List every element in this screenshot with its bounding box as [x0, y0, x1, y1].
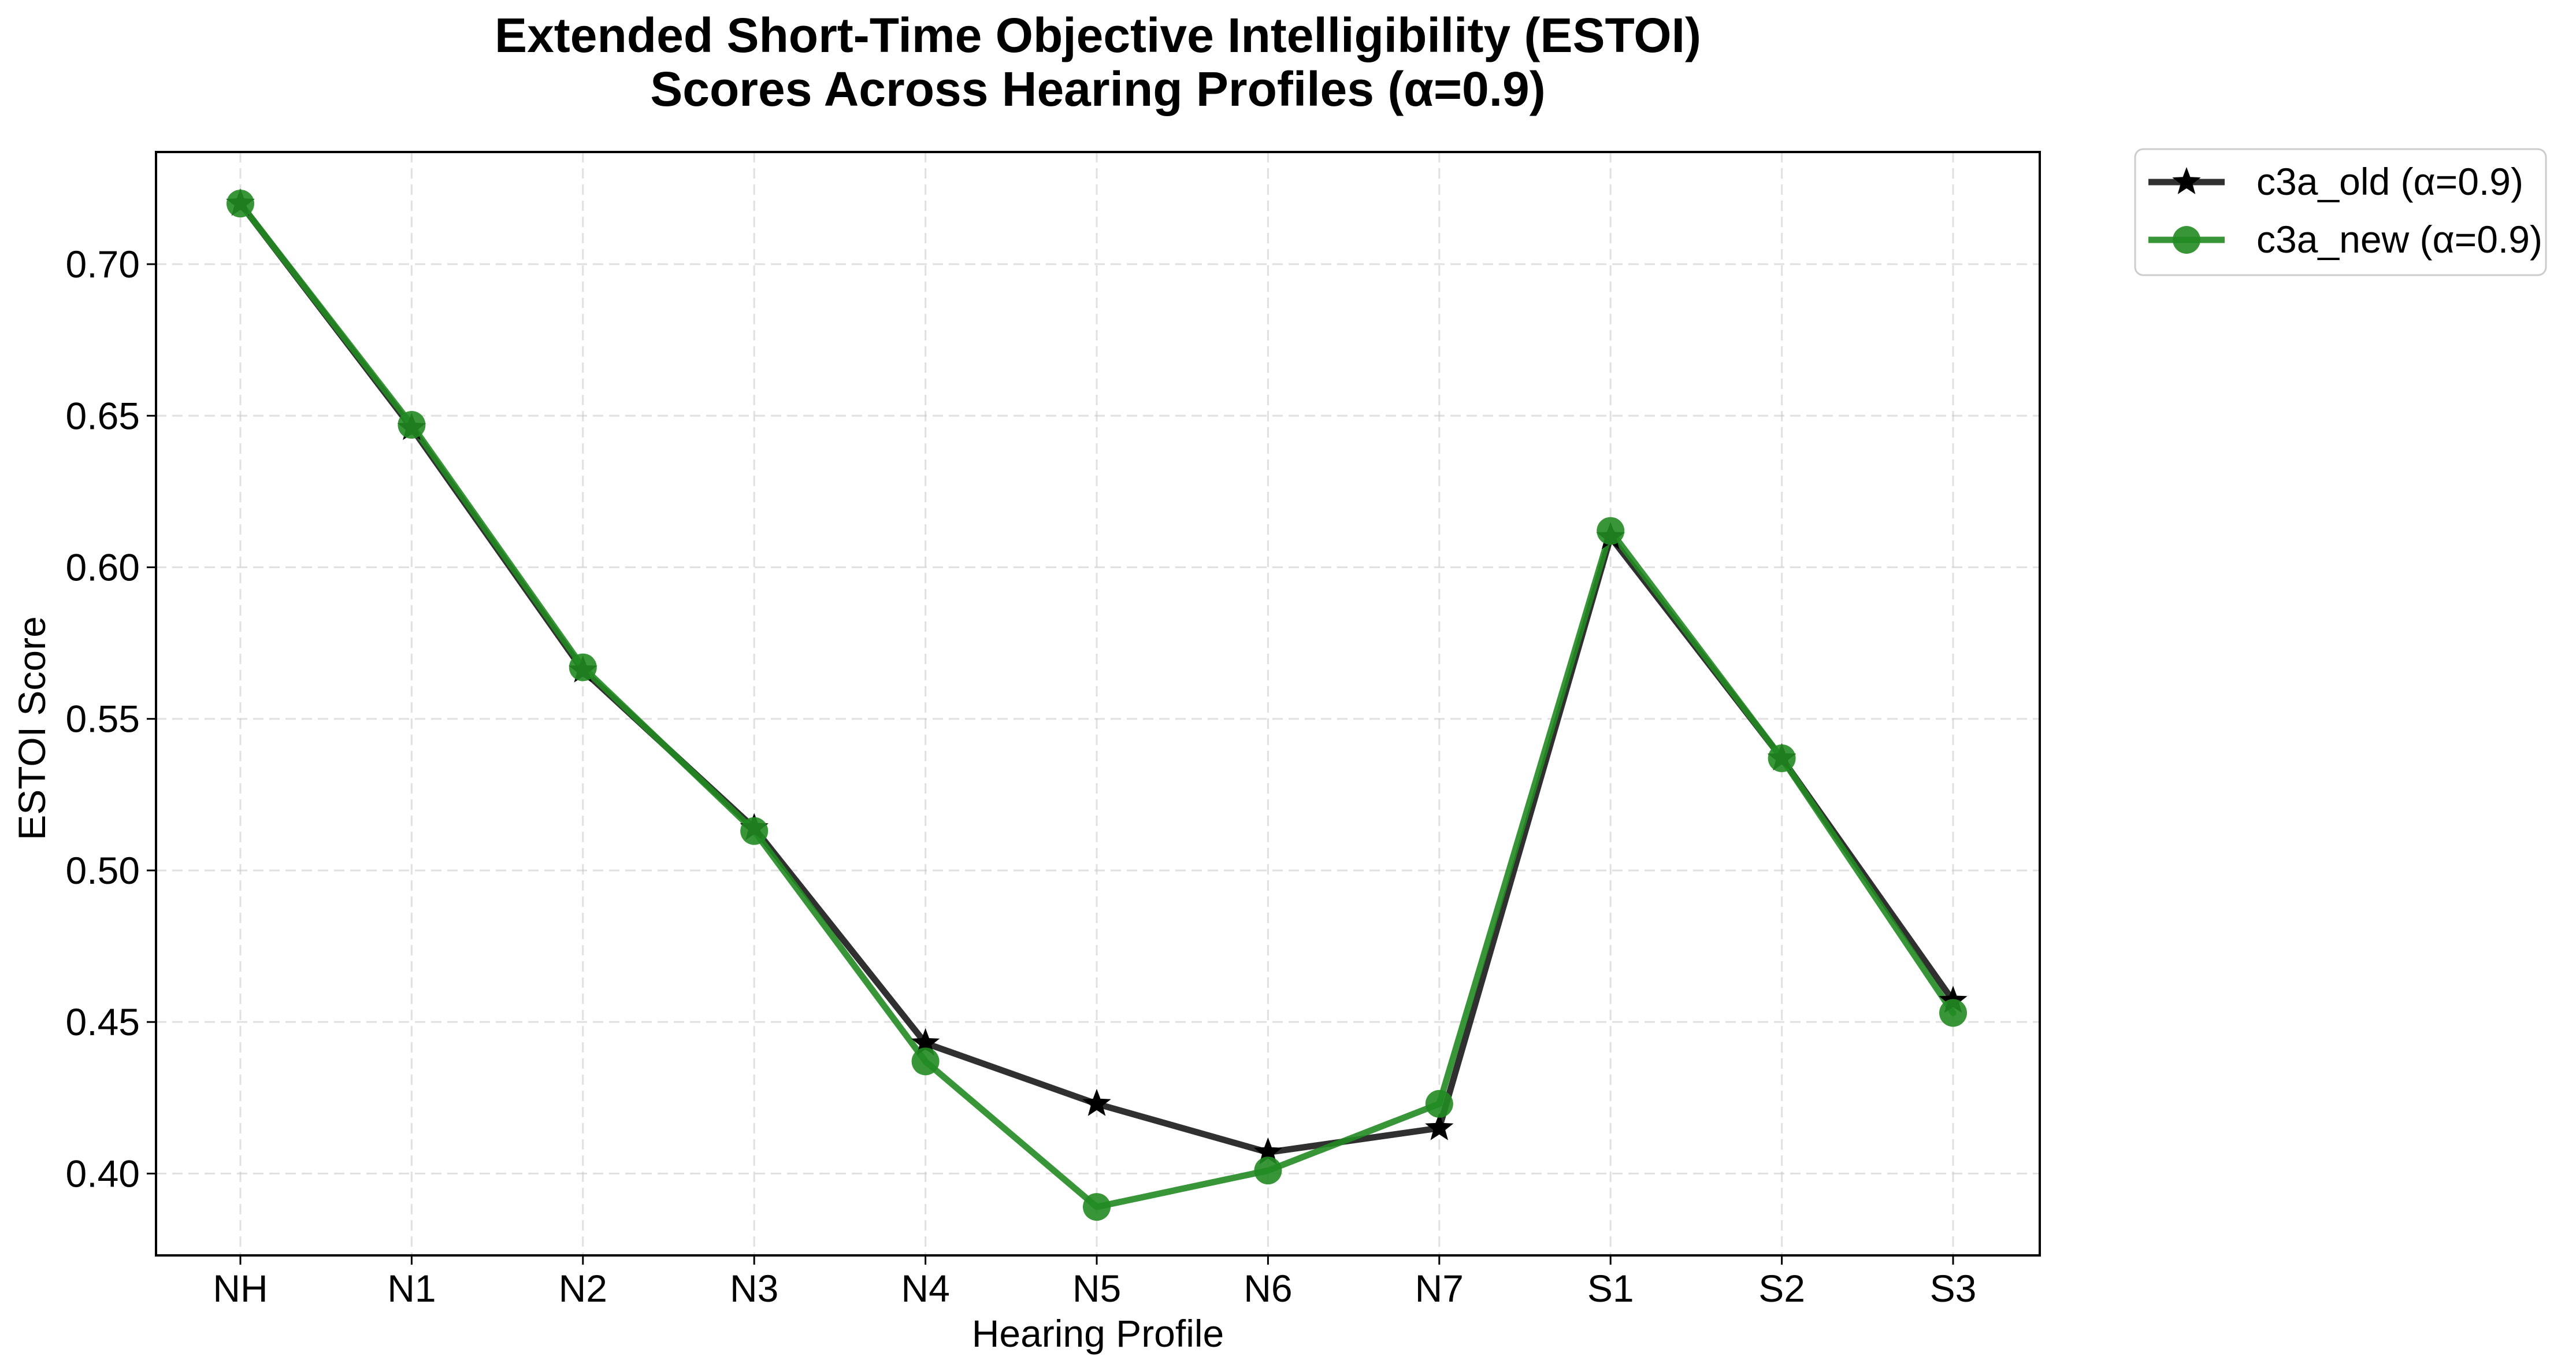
y-tick-label: 0.50: [66, 849, 140, 892]
x-tick-label: N3: [730, 1267, 778, 1310]
x-tick-label: S1: [1587, 1267, 1634, 1310]
x-tick-label: N7: [1415, 1267, 1464, 1310]
y-axis-label: ESTOI Score: [10, 616, 53, 840]
x-tick-label: NH: [213, 1267, 268, 1310]
data-point-c3a-old: [1082, 1088, 1111, 1116]
y-tick-label: 0.40: [66, 1152, 140, 1195]
data-point-c3a-new: [1425, 1090, 1453, 1118]
data-point-c3a-new: [227, 190, 254, 218]
x-axis-label: Hearing Profile: [972, 1312, 1224, 1355]
series-layer: [226, 188, 1968, 1221]
data-point-c3a-old: [1253, 1137, 1283, 1165]
data-point-c3a-new: [1083, 1193, 1111, 1221]
y-tick-label: 0.45: [66, 1001, 140, 1043]
x-tick-label: S3: [1930, 1267, 1977, 1310]
data-point-c3a-new: [740, 817, 769, 845]
y-tick-label: 0.55: [66, 698, 140, 740]
data-point-c3a-old: [1425, 1113, 1454, 1140]
data-point-c3a-new: [1597, 517, 1625, 545]
x-tick-label: N5: [1072, 1267, 1121, 1310]
chart-title: Extended Short-Time Objective Intelligib…: [495, 8, 1701, 62]
legend-star-marker: [2172, 167, 2201, 194]
data-point-c3a-new: [398, 411, 426, 439]
data-point-c3a-new: [1768, 744, 1796, 772]
legend: c3a_old (α=0.9) c3a_new (α=0.9): [2134, 148, 2547, 276]
data-point-c3a-new: [911, 1047, 940, 1076]
data-point-c3a-new: [1939, 999, 1967, 1027]
legend-circle-marker: [2173, 226, 2200, 254]
grid: [156, 152, 2040, 1255]
x-tick-label: N1: [387, 1267, 436, 1310]
y-tick-label: 0.60: [66, 546, 140, 588]
legend-label-c3a-old: c3a_old (α=0.9): [2256, 160, 2523, 203]
x-tick-label: N6: [1244, 1267, 1292, 1310]
axes: NH N1 N2 N3 N4 N5 N6 N7 S1 S2 S3 0.40 0.45 0.50 0.55 0.…: [66, 151, 2041, 1310]
x-tick-label: S2: [1758, 1267, 1805, 1310]
y-tick-label: 0.65: [66, 394, 140, 437]
chart-subtitle: Scores Across Hearing Profiles (α=0.9): [650, 62, 1546, 116]
y-tick-label: 0.70: [66, 243, 140, 286]
x-tick-label: N4: [901, 1267, 949, 1310]
data-point-c3a-new: [569, 653, 597, 681]
data-point-c3a-old: [911, 1028, 940, 1055]
legend-frame: [2134, 148, 2547, 276]
legend-label-c3a-new: c3a_new (α=0.9): [2256, 218, 2542, 261]
data-point-c3a-new: [1254, 1157, 1282, 1185]
x-tick-label: N2: [559, 1267, 607, 1310]
plot-frame: [155, 151, 2041, 1257]
